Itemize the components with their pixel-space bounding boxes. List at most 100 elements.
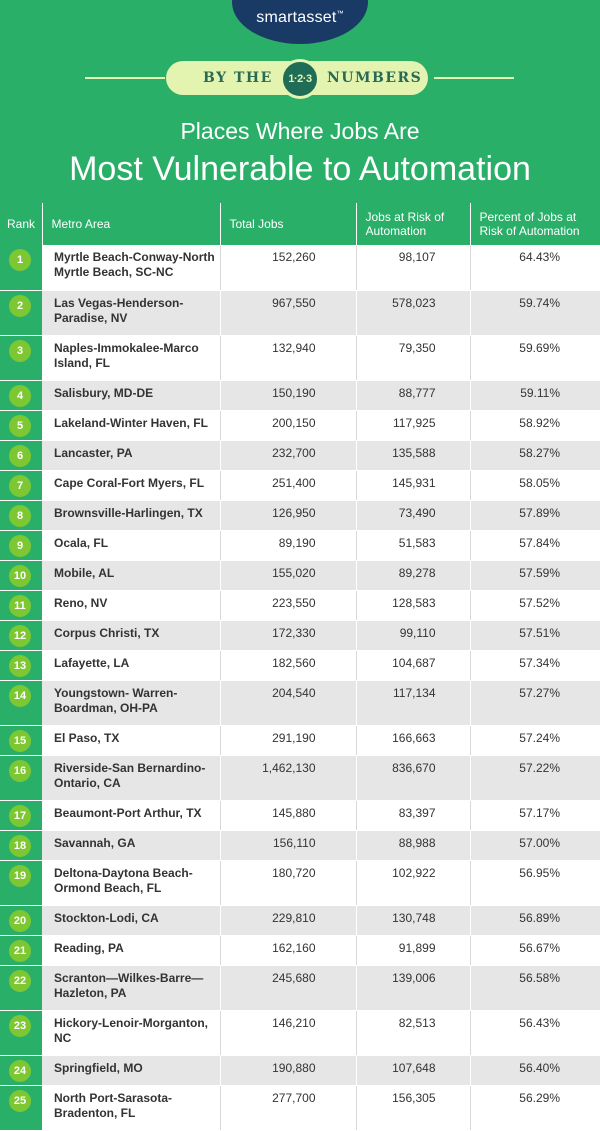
percent-at-risk-cell: 57.17% (470, 800, 600, 831)
table-row: 7 Cape Coral-Fort Myers, FL 251,400 145,931… (0, 470, 600, 501)
table-row: 14 Youngstown- Warren-Boardman, OH-PA 204,… (0, 680, 600, 726)
total-jobs-cell: 89,190 (220, 530, 357, 561)
table-row: 20 Stockton-Lodi, CA 229,810 130,748 56.89% (0, 905, 600, 936)
rank-cell: 24 (0, 1055, 42, 1086)
metro-area-cell: North Port-Sarasota-Bradenton, FL (42, 1085, 221, 1131)
metro-area-cell: Stockton-Lodi, CA (42, 905, 221, 936)
total-jobs-cell: 132,940 (220, 335, 357, 381)
metro-area-cell: Myrtle Beach-Conway-North Myrtle Beach, … (42, 245, 221, 291)
table-body: 1 Myrtle Beach-Conway-North Myrtle Beach,… (0, 245, 600, 1131)
rank-cell: 17 (0, 800, 42, 831)
total-jobs-cell: 180,720 (220, 860, 357, 906)
header-rank: Rank (0, 203, 43, 245)
rank-badge: 3 (9, 339, 31, 362)
rank-cell: 7 (0, 470, 42, 501)
rank-badge: 17 (9, 804, 31, 827)
title-line-2: Most Vulnerable to Automation (69, 150, 531, 188)
rank-badge: 16 (9, 759, 31, 782)
jobs-at-risk-cell: 166,663 (356, 725, 471, 756)
header-banner: smartasset™ BY THE 1·2·3 NUMBERS Places … (0, 0, 600, 203)
percent-at-risk-cell: 57.34% (470, 650, 600, 681)
rank-badge: 9 (9, 534, 31, 557)
rank-badge: 11 (9, 594, 31, 617)
total-jobs-cell: 152,260 (220, 245, 357, 291)
title-line-1: Places Where Jobs Are (180, 118, 420, 144)
total-jobs-cell: 967,550 (220, 290, 357, 336)
metro-area-cell: Corpus Christi, TX (42, 620, 221, 651)
total-jobs-cell: 204,540 (220, 680, 357, 726)
rank-badge: 5 (9, 414, 31, 437)
metro-area-cell: Youngstown- Warren-Boardman, OH-PA (42, 680, 221, 726)
rank-badge: 12 (9, 624, 31, 647)
automation-risk-table: Rank Metro Area Total Jobs Jobs at Risk … (0, 203, 600, 1131)
jobs-at-risk-cell: 139,006 (356, 965, 471, 1011)
rank-badge: 18 (9, 834, 31, 857)
header-jobs-at-risk: Jobs at Risk of Automation (356, 203, 471, 245)
rank-cell: 4 (0, 380, 42, 411)
table-row: 21 Reading, PA 162,160 91,899 56.67% (0, 935, 600, 966)
percent-at-risk-cell: 58.05% (470, 470, 600, 501)
total-jobs-cell: 145,880 (220, 800, 357, 831)
jobs-at-risk-cell: 128,583 (356, 590, 471, 621)
total-jobs-cell: 126,950 (220, 500, 357, 531)
rank-cell: 20 (0, 905, 42, 936)
rank-cell: 9 (0, 530, 42, 561)
trademark-mark: ™ (336, 10, 344, 18)
percent-at-risk-cell: 57.89% (470, 500, 600, 531)
metro-area-cell: Lakeland-Winter Haven, FL (42, 410, 221, 441)
metro-area-cell: Lancaster, PA (42, 440, 221, 471)
band-right-word: NUMBERS (327, 70, 423, 86)
total-jobs-cell: 156,110 (220, 830, 357, 861)
total-jobs-cell: 155,020 (220, 560, 357, 591)
table-row: 4 Salisbury, MD-DE 150,190 88,777 59.11% (0, 380, 600, 411)
table-row: 12 Corpus Christi, TX 172,330 99,110 57.51% (0, 620, 600, 651)
rank-cell: 19 (0, 860, 42, 906)
rank-badge: 2 (9, 294, 31, 317)
rank-cell: 12 (0, 620, 42, 651)
metro-area-cell: Scranton—Wilkes-Barre—Hazleton, PA (42, 965, 221, 1011)
band-line-right (434, 77, 514, 79)
rank-cell: 3 (0, 335, 42, 381)
metro-area-cell: Lafayette, LA (42, 650, 221, 681)
jobs-at-risk-cell: 135,588 (356, 440, 471, 471)
metro-area-cell: Salisbury, MD-DE (42, 380, 221, 411)
jobs-at-risk-cell: 102,922 (356, 860, 471, 906)
percent-at-risk-cell: 64.43% (470, 245, 600, 291)
jobs-at-risk-cell: 130,748 (356, 905, 471, 936)
percent-at-risk-cell: 56.58% (470, 965, 600, 1011)
header-total-jobs: Total Jobs (220, 203, 357, 245)
rank-cell: 25 (0, 1085, 42, 1131)
metro-area-cell: Reading, PA (42, 935, 221, 966)
rank-cell: 18 (0, 830, 42, 861)
table-row: 13 Lafayette, LA 182,560 104,687 57.34% (0, 650, 600, 681)
metro-area-cell: Mobile, AL (42, 560, 221, 591)
rank-cell: 22 (0, 965, 42, 1011)
percent-at-risk-cell: 57.22% (470, 755, 600, 801)
rank-badge: 15 (9, 729, 31, 752)
rank-cell: 11 (0, 590, 42, 621)
rank-cell: 5 (0, 410, 42, 441)
total-jobs-cell: 146,210 (220, 1010, 357, 1056)
percent-at-risk-cell: 57.27% (470, 680, 600, 726)
rank-badge: 23 (9, 1014, 31, 1037)
total-jobs-cell: 251,400 (220, 470, 357, 501)
rank-badge: 22 (9, 969, 31, 992)
rank-cell: 21 (0, 935, 42, 966)
percent-at-risk-cell: 56.43% (470, 1010, 600, 1056)
table-row: 22 Scranton—Wilkes-Barre—Hazleton, PA 245,… (0, 965, 600, 1011)
rank-badge: 21 (9, 939, 31, 962)
percent-at-risk-cell: 58.27% (470, 440, 600, 471)
rank-cell: 2 (0, 290, 42, 336)
table-row: 19 Deltona-Daytona Beach-Ormond Beach, FL… (0, 860, 600, 906)
rank-cell: 10 (0, 560, 42, 591)
jobs-at-risk-cell: 51,583 (356, 530, 471, 561)
metro-area-cell: Deltona-Daytona Beach-Ormond Beach, FL (42, 860, 221, 906)
metro-area-cell: Hickory-Lenoir-Morganton, NC (42, 1010, 221, 1056)
metro-area-cell: Riverside-San Bernardino-Ontario, CA (42, 755, 221, 801)
rank-cell: 6 (0, 440, 42, 471)
total-jobs-cell: 182,560 (220, 650, 357, 681)
table-row: 2 Las Vegas-Henderson-Paradise, NV 967,550… (0, 290, 600, 336)
percent-at-risk-cell: 56.67% (470, 935, 600, 966)
total-jobs-cell: 1,462,130 (220, 755, 357, 801)
header-metro-area: Metro Area (42, 203, 221, 245)
